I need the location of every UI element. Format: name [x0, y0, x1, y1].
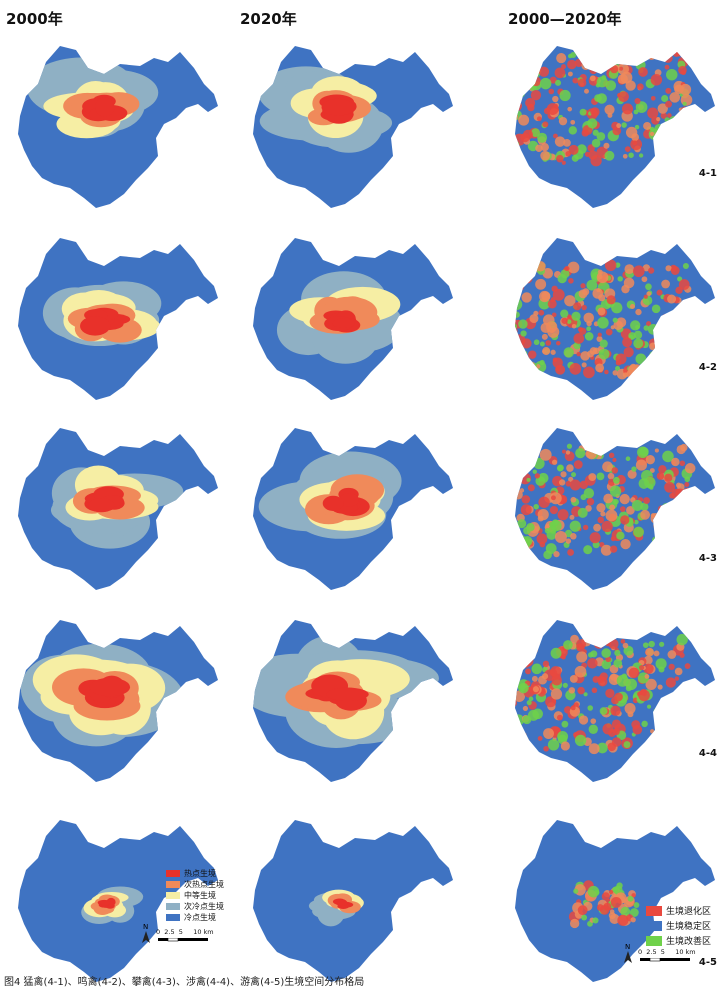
map-row1-col2	[253, 46, 453, 208]
map-row1-col3	[515, 46, 715, 208]
svg-text:N: N	[625, 943, 630, 951]
map-row5-col1	[18, 820, 218, 982]
legend-item-hotspot: 热点生境	[166, 868, 224, 879]
figure-caption: 图4 猛禽(4-1)、鸣禽(4-2)、攀禽(4-3)、涉禽(4-4)、游禽(4-…	[4, 977, 365, 988]
row-label-4-1: 4-1	[698, 168, 717, 179]
legend-item-improved: 生境改善区	[646, 933, 711, 948]
legend-item-medium: 中等生境	[166, 890, 224, 901]
legend-item-sub-hotspot: 次热点生境	[166, 879, 224, 890]
north-arrow-icon: N	[140, 922, 152, 946]
row-label-4-4: 4-4	[698, 748, 717, 759]
scale-ticks-right: 0 2.5 5 10 km	[638, 948, 696, 956]
row-label-4-5: 4-5	[698, 957, 717, 968]
map-row4-col2	[253, 620, 453, 782]
map-row4-col1	[18, 620, 218, 782]
column-title-2020: 2020年	[240, 10, 297, 28]
map-row3-col2	[253, 428, 453, 590]
legend-item-stable: 生境稳定区	[646, 918, 711, 933]
map-row2-col3	[515, 238, 715, 400]
map-row5-col3	[515, 820, 715, 982]
column-title-change: 2000—2020年	[508, 10, 622, 28]
map-row4-col3	[515, 620, 715, 782]
habitat-legend: 热点生境 次热点生境 中等生境 次冷点生境 冷点生境	[166, 868, 224, 923]
column-title-2000: 2000年	[6, 10, 63, 28]
scale-ticks-left: 0 2.5 5 10 km	[156, 928, 214, 936]
legend-item-sub-coldspot: 次冷点生境	[166, 901, 224, 912]
map-row3-col3	[515, 428, 715, 590]
map-row1-col1	[18, 46, 218, 208]
change-legend: 生境退化区 生境稳定区 生境改善区	[646, 903, 711, 948]
legend-item-coldspot: 冷点生境	[166, 912, 224, 923]
map-row5-col2	[253, 820, 453, 982]
north-arrow-icon: N	[622, 942, 634, 966]
map-row2-col1	[18, 238, 218, 400]
row-label-4-2: 4-2	[698, 362, 717, 373]
row-label-4-3: 4-3	[698, 553, 717, 564]
legend-item-degraded: 生境退化区	[646, 903, 711, 918]
map-row3-col1	[18, 428, 218, 590]
map-row2-col2	[253, 238, 453, 400]
svg-text:N: N	[143, 923, 148, 931]
